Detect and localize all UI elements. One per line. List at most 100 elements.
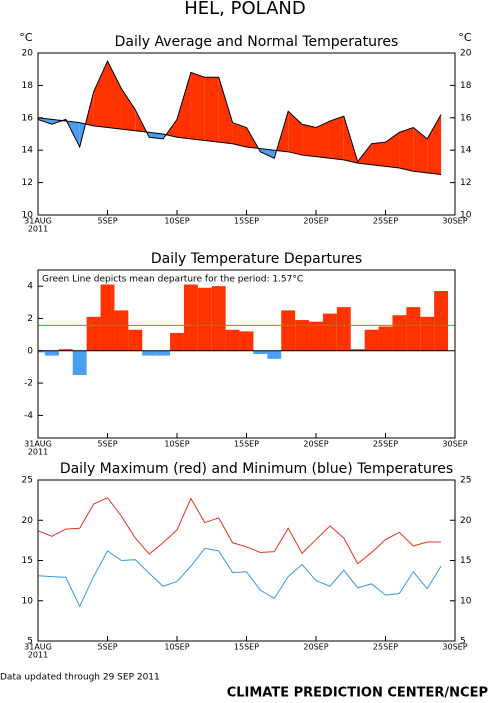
plot-area [38, 497, 442, 608]
y2-tick-label: 10 [460, 211, 472, 221]
bar [72, 350, 87, 375]
x-tick-label: 10SEP [164, 643, 189, 652]
y2-tick-label: 25 [460, 476, 471, 486]
x-tick-label: 31AUG [24, 440, 52, 449]
departure-fill [288, 111, 303, 156]
y-tick-label: -4 [24, 411, 33, 421]
updated-note: Data updated through 29 SEP 2011 [0, 673, 160, 683]
annotation: Green Line depicts mean departure for th… [42, 275, 303, 285]
x-tick-label: 5SEP [97, 440, 117, 449]
bar [225, 329, 240, 351]
bar [211, 286, 226, 351]
bar [38, 350, 45, 353]
plot-frame [37, 479, 456, 642]
bar [392, 315, 407, 351]
bar [309, 321, 323, 351]
departure-fill [413, 127, 428, 173]
y-tick-label: 20 [22, 49, 34, 59]
bar [281, 310, 296, 351]
x-tick-label: 10SEP [164, 440, 189, 449]
departure-fill [190, 72, 205, 141]
y-tick-label: 0 [27, 346, 33, 356]
y2-tick-label: 18 [460, 81, 472, 91]
departure-fill [218, 77, 233, 144]
departure-fill [302, 124, 316, 157]
y-tick-label: 14 [22, 146, 34, 156]
y2-tick-label: 20 [460, 516, 472, 526]
y-tick-label: 5 [27, 637, 33, 647]
x-tick-label: 15SEP [234, 440, 259, 449]
bar [142, 350, 157, 356]
y2-tick-label: 10 [460, 596, 472, 606]
departure-fill [121, 88, 136, 131]
bar [378, 326, 393, 351]
plot-area [38, 59, 442, 175]
bar [420, 316, 435, 351]
bar [128, 329, 143, 351]
x-tick-label: 25SEP [373, 217, 398, 226]
bar [322, 313, 337, 351]
series-line [38, 547, 442, 608]
bar [183, 284, 198, 351]
departure-fill [385, 132, 400, 169]
departure-fill [260, 148, 275, 159]
y-tick-label: 25 [22, 476, 33, 486]
x-tick-label: 30SEP [442, 643, 467, 652]
bar [170, 333, 184, 351]
x-tick-label: 30SEP [442, 217, 467, 226]
departure-fill [204, 77, 219, 143]
departure-fill [177, 72, 191, 139]
departure-fill [399, 127, 414, 172]
y-tick-label: 16 [22, 113, 34, 123]
bar [364, 329, 379, 351]
credit: CLIMATE PREDICTION CENTER/NCEP [227, 686, 488, 701]
y-tick-label: 20 [22, 516, 34, 526]
y-tick-label: 15 [22, 556, 33, 566]
x-sublabel: 2011 [28, 448, 48, 457]
x-tick-label: 30SEP [442, 440, 467, 449]
x-tick-label: 25SEP [373, 440, 398, 449]
y-tick-label: 4 [27, 282, 33, 292]
bar [100, 284, 115, 351]
x-tick-label: 15SEP [234, 217, 259, 226]
x-tick-label: 25SEP [373, 643, 398, 652]
x-tick-label: 20SEP [303, 643, 328, 652]
bar [253, 350, 268, 354]
y2-tick-label: 5 [460, 637, 466, 647]
y2-tick-label: 12 [460, 178, 471, 188]
bar [406, 307, 421, 351]
departure-fill [427, 114, 442, 175]
bar [156, 350, 171, 356]
y2-tick-label: 14 [460, 146, 472, 156]
bar [197, 287, 212, 351]
departure-fill [107, 61, 122, 130]
chart-title: Daily Maximum (red) and Minimum (blue) T… [60, 461, 453, 477]
bar [44, 350, 59, 356]
y-unit: °C [19, 31, 33, 44]
x-tick-label: 31AUG [24, 217, 52, 226]
bar [434, 291, 449, 351]
y-tick-label: 18 [22, 81, 34, 91]
bar [58, 349, 73, 351]
y2-tick-label: 16 [460, 113, 472, 123]
x-tick-label: 10SEP [164, 217, 189, 226]
x-tick-label: 20SEP [303, 440, 328, 449]
y2-tick-label: 20 [460, 49, 472, 59]
x-sublabel: 2011 [28, 225, 48, 234]
page-title: HEL, POLAND [184, 0, 305, 19]
series-line [38, 117, 442, 175]
departure-fill [93, 61, 108, 128]
plot-frame [37, 269, 456, 439]
x-tick-label: 20SEP [303, 217, 328, 226]
x-tick-label: 15SEP [234, 643, 259, 652]
bar [239, 331, 254, 351]
departure-fill [371, 142, 386, 167]
x-tick-label: 31AUG [24, 643, 52, 652]
bar [295, 320, 310, 351]
chart-title: Daily Temperature Departures [151, 251, 362, 267]
y-tick-label: 2 [27, 314, 33, 324]
x-tick-label: 5SEP [97, 217, 117, 226]
x-sublabel: 2011 [28, 651, 48, 660]
bar [114, 310, 129, 351]
